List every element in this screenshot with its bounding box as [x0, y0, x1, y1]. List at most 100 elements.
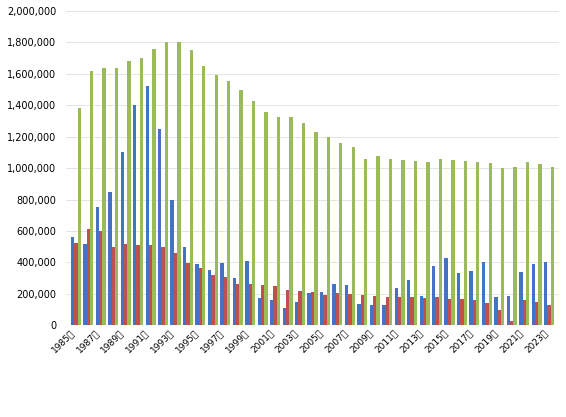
Bar — [96, 207, 99, 325]
Bar — [419, 296, 423, 325]
Bar — [473, 300, 476, 325]
Bar — [145, 86, 149, 325]
Bar — [165, 43, 168, 325]
Bar — [83, 244, 87, 325]
Bar — [498, 309, 501, 325]
Bar — [286, 290, 289, 325]
Bar — [298, 291, 302, 325]
Bar — [295, 302, 298, 325]
Bar — [158, 129, 161, 325]
Bar — [239, 90, 243, 325]
Bar — [74, 243, 78, 325]
Bar — [339, 143, 342, 325]
Bar — [248, 284, 252, 325]
Bar — [152, 49, 156, 325]
Bar — [323, 295, 327, 325]
Bar — [289, 117, 293, 325]
Bar — [87, 229, 90, 325]
Bar — [538, 164, 542, 325]
Bar — [423, 298, 426, 325]
Bar — [78, 108, 81, 325]
Bar — [357, 304, 361, 325]
Bar — [264, 112, 268, 325]
Bar — [177, 43, 181, 325]
Bar — [183, 247, 186, 325]
Bar — [199, 268, 202, 325]
Bar — [448, 299, 451, 325]
Bar — [336, 293, 339, 325]
Bar — [488, 163, 492, 325]
Bar — [224, 277, 227, 325]
Bar — [307, 293, 311, 325]
Bar — [140, 58, 143, 325]
Bar — [71, 237, 74, 325]
Bar — [345, 285, 348, 325]
Bar — [277, 117, 280, 325]
Bar — [501, 168, 504, 325]
Bar — [314, 132, 318, 325]
Bar — [245, 261, 248, 325]
Bar — [451, 160, 454, 325]
Bar — [273, 286, 277, 325]
Bar — [233, 278, 236, 325]
Bar — [361, 295, 364, 325]
Bar — [332, 284, 336, 325]
Bar — [102, 68, 106, 325]
Bar — [170, 199, 174, 325]
Bar — [149, 245, 152, 325]
Bar — [535, 301, 538, 325]
Bar — [258, 298, 261, 325]
Bar — [348, 294, 351, 325]
Bar — [136, 245, 140, 325]
Bar — [133, 105, 136, 325]
Bar — [547, 305, 551, 325]
Bar — [261, 285, 264, 325]
Bar — [510, 321, 513, 325]
Bar — [522, 300, 526, 325]
Bar — [476, 161, 479, 325]
Bar — [124, 244, 127, 325]
Bar — [302, 123, 305, 325]
Bar — [186, 263, 190, 325]
Bar — [439, 159, 442, 325]
Bar — [127, 61, 131, 325]
Bar — [414, 161, 417, 325]
Bar — [99, 231, 102, 325]
Bar — [215, 75, 218, 325]
Bar — [460, 299, 464, 325]
Bar — [220, 263, 224, 325]
Bar — [389, 159, 392, 325]
Bar — [382, 305, 385, 325]
Bar — [526, 162, 529, 325]
Bar — [435, 297, 439, 325]
Bar — [544, 262, 547, 325]
Bar — [208, 270, 211, 325]
Bar — [282, 308, 286, 325]
Bar — [174, 253, 177, 325]
Bar — [270, 300, 273, 325]
Bar — [161, 247, 165, 325]
Bar — [519, 272, 522, 325]
Bar — [407, 281, 410, 325]
Bar — [507, 296, 510, 325]
Bar — [195, 264, 199, 325]
Bar — [115, 68, 118, 325]
Bar — [211, 275, 215, 325]
Bar — [410, 296, 414, 325]
Bar — [385, 296, 389, 325]
Bar — [373, 296, 376, 325]
Bar — [112, 247, 115, 325]
Bar — [320, 292, 323, 325]
Bar — [351, 147, 355, 325]
Bar — [401, 160, 405, 325]
Bar — [551, 166, 554, 325]
Bar — [398, 297, 401, 325]
Bar — [444, 258, 448, 325]
Bar — [370, 305, 373, 325]
Bar — [531, 264, 535, 325]
Bar — [327, 138, 330, 325]
Bar — [121, 152, 124, 325]
Bar — [482, 262, 485, 325]
Bar — [426, 162, 430, 325]
Bar — [395, 288, 398, 325]
